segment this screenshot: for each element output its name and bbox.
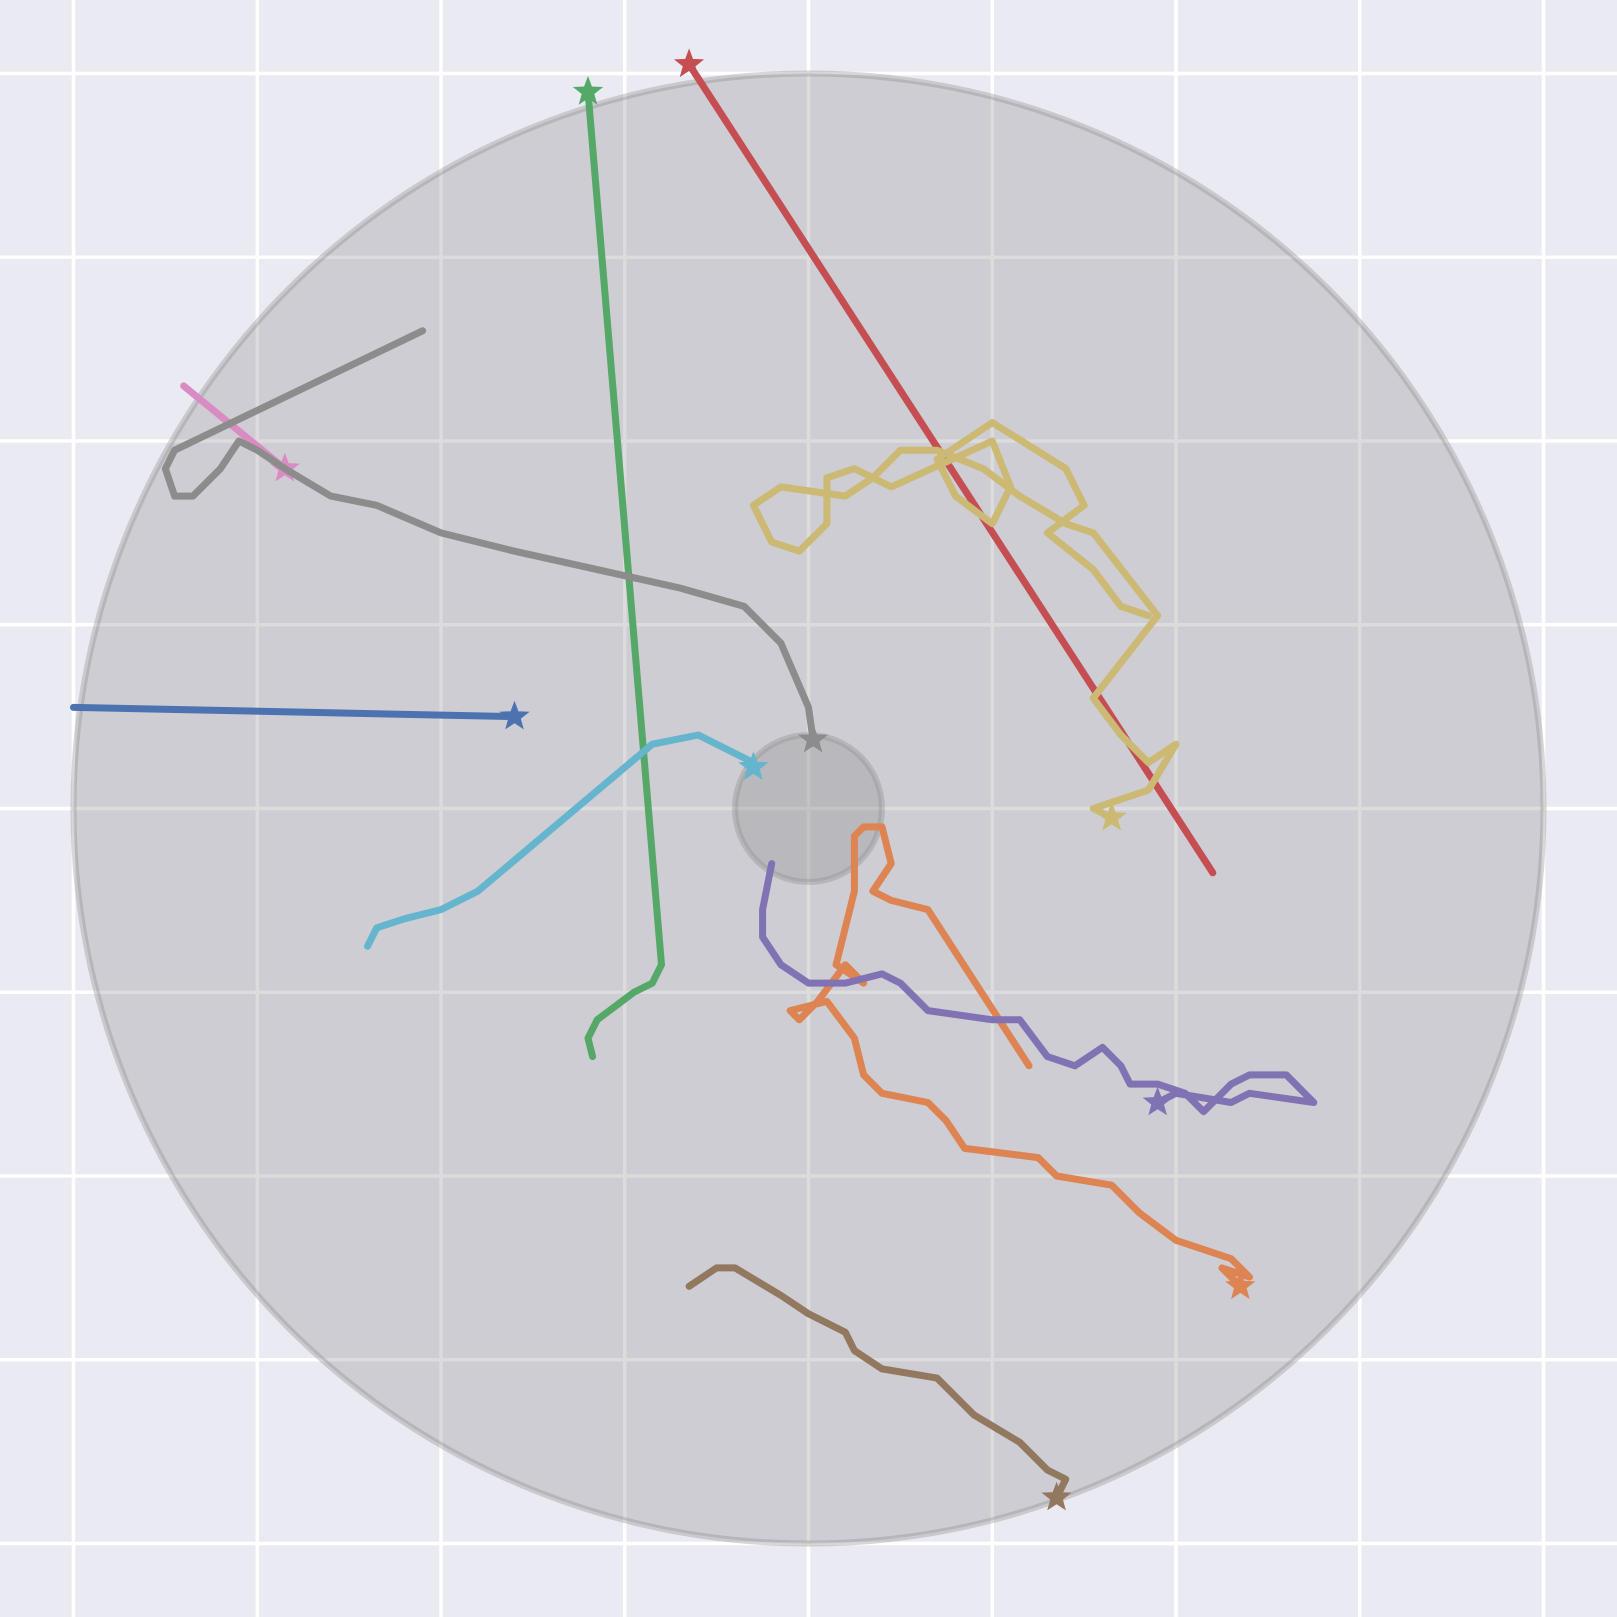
end-star-marker-9 bbox=[738, 751, 769, 781]
end-star-marker-8 bbox=[1096, 801, 1127, 831]
trajectory-line-8 bbox=[749, 419, 1180, 822]
arena bbox=[70, 70, 1547, 1547]
end-star-marker-0 bbox=[499, 700, 530, 730]
arena-inner-circle bbox=[732, 732, 885, 885]
trajectory-line-5 bbox=[685, 1264, 1070, 1502]
trajectory-line-4 bbox=[759, 860, 1318, 1116]
arena-outer-circle bbox=[70, 70, 1547, 1547]
trajectory-line-2 bbox=[584, 88, 665, 1061]
end-star-marker-5 bbox=[1041, 1481, 1072, 1511]
series-group bbox=[70, 48, 1318, 1511]
trajectory-line-0 bbox=[70, 703, 518, 721]
end-star-marker-4 bbox=[1142, 1086, 1173, 1116]
end-star-marker-1 bbox=[1225, 1270, 1256, 1300]
trajectory-line-7 bbox=[161, 327, 817, 744]
trajectory-line-1 bbox=[786, 823, 1253, 1290]
trajectory-line-9 bbox=[364, 731, 757, 950]
end-star-marker-3 bbox=[673, 48, 705, 78]
end-star-marker-7 bbox=[797, 723, 829, 753]
end-star-marker-2 bbox=[572, 76, 604, 105]
